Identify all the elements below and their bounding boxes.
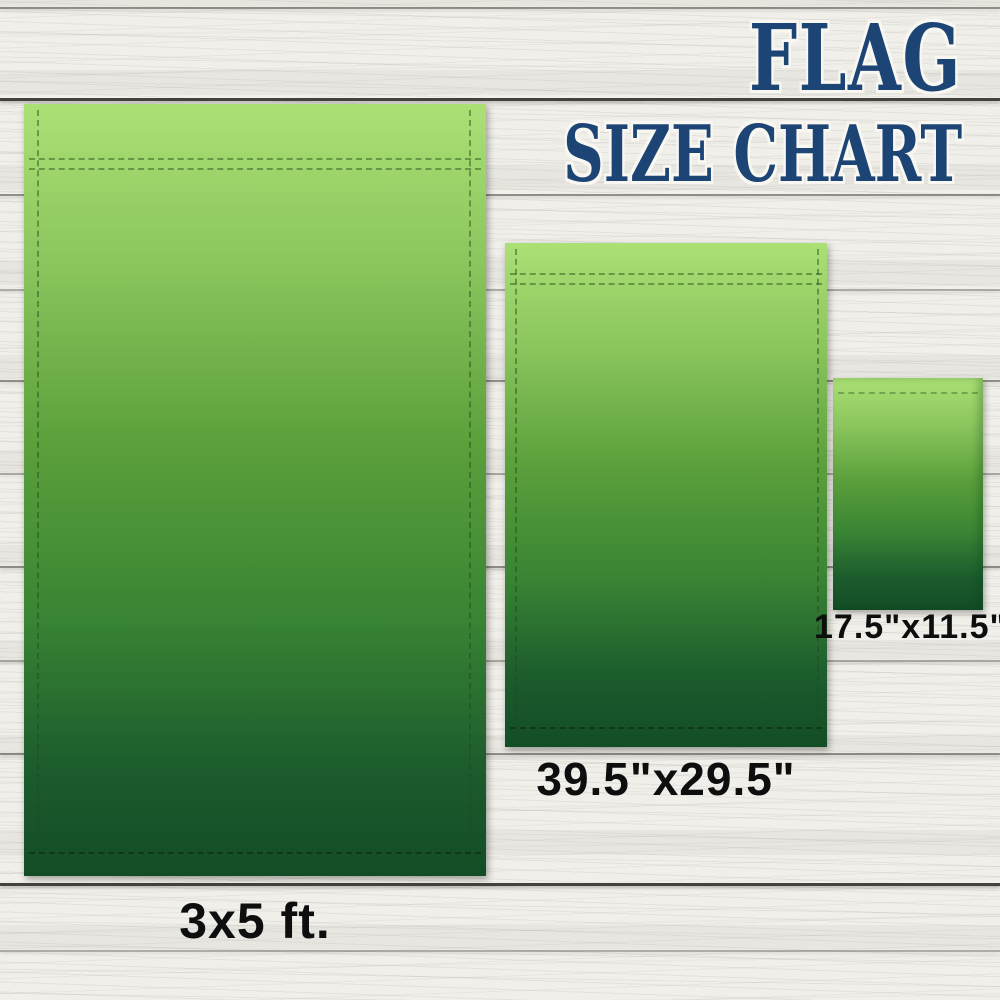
flag-medium [505,243,827,747]
plank-seam [0,950,1000,952]
flag-large [24,104,486,876]
size-label-medium: 39.5"x29.5" [536,753,796,805]
plank-seam [0,194,1000,196]
plank-seam [0,566,1000,568]
flag-small [833,378,983,610]
edge-stitch-line [817,249,819,741]
size-label-large: 3x5 ft. [179,893,331,949]
plank-seam [0,883,1000,886]
size-label-small: 17.5"x11.5" [814,608,1000,646]
sleeve-stitch-line [29,158,481,160]
plank-seam [0,98,1000,101]
plank-seam [0,473,1000,475]
plank-seam [0,289,1000,291]
hem-stitch-line [510,727,822,729]
title-words-size-chart: SIZE CHART [563,109,962,200]
hem-stitch-line [29,852,481,854]
title-word-flag: FLAG [748,4,962,112]
sleeve-stitch-line [510,283,822,285]
sleeve-stitch-line [838,392,978,394]
plank-seam [0,753,1000,755]
edge-stitch-line [469,110,471,870]
sleeve-stitch-line [510,273,822,275]
plank-seam [0,7,1000,9]
plank-seam [0,380,1000,382]
plank-seam [0,660,1000,662]
edge-stitch-line [37,110,39,870]
sleeve-stitch-line [29,168,481,170]
edge-stitch-line [515,249,517,741]
